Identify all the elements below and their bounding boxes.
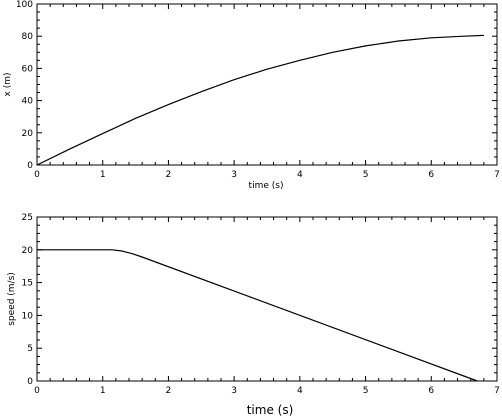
speed-plot: 0 1 2 3 4 5 6 7 0 5 10 15 20 25 time (s) speed (m/s) xyxy=(7,213,500,417)
position-plot: 0 1 2 3 4 5 6 7 0 20 40 60 80 100 time (s) x (m) xyxy=(3,0,500,191)
position-x-tick-label: 1 xyxy=(100,170,106,180)
position-y-tick-label: 100 xyxy=(16,0,33,10)
speed-y-tick-label: 20 xyxy=(22,246,34,256)
speed-x-tick-label: 1 xyxy=(100,386,106,396)
speed-x-axis-label: time (s) xyxy=(247,403,294,417)
speed-y-tick-label: 15 xyxy=(22,279,33,289)
speed-x-tick-label: 3 xyxy=(231,386,237,396)
position-x-tick-label: 3 xyxy=(231,170,237,180)
position-x-tick-label: 0 xyxy=(34,170,40,180)
speed-x-tick-label: 2 xyxy=(166,386,172,396)
position-plot-frame xyxy=(36,3,498,166)
speed-x-tick-label: 5 xyxy=(363,386,369,396)
position-y-tick-label: 60 xyxy=(22,64,34,74)
speed-y-tick-label: 0 xyxy=(27,377,33,387)
position-x-tick-label: 6 xyxy=(428,170,434,180)
position-x-tick-label: 4 xyxy=(297,170,303,180)
position-y-axis-label: x (m) xyxy=(3,73,13,97)
speed-x-tick-label: 0 xyxy=(34,386,40,396)
speed-plot-frame xyxy=(36,216,498,382)
position-series-line xyxy=(36,34,484,166)
speed-x-tick-label: 6 xyxy=(428,386,434,396)
position-x-tick-label: 2 xyxy=(166,170,172,180)
position-y-tick-label: 40 xyxy=(22,97,34,107)
speed-x-tick-label: 7 xyxy=(494,386,500,396)
speed-series-line xyxy=(37,249,478,382)
position-y-tick-label: 20 xyxy=(22,129,34,139)
speed-y-tick-label: 10 xyxy=(22,311,34,321)
speed-y-axis-label: speed (m/s) xyxy=(7,272,17,326)
speed-y-tick-label: 5 xyxy=(27,344,33,354)
position-y-tick-label: 0 xyxy=(27,161,33,171)
position-x-axis-label: time (s) xyxy=(249,181,284,191)
position-x-tick-label: 7 xyxy=(494,170,500,180)
speed-x-tick-label: 4 xyxy=(297,386,303,396)
position-x-tick-label: 5 xyxy=(363,170,369,180)
speed-y-tick-label: 25 xyxy=(22,213,33,223)
position-y-tick-label: 80 xyxy=(22,32,34,42)
